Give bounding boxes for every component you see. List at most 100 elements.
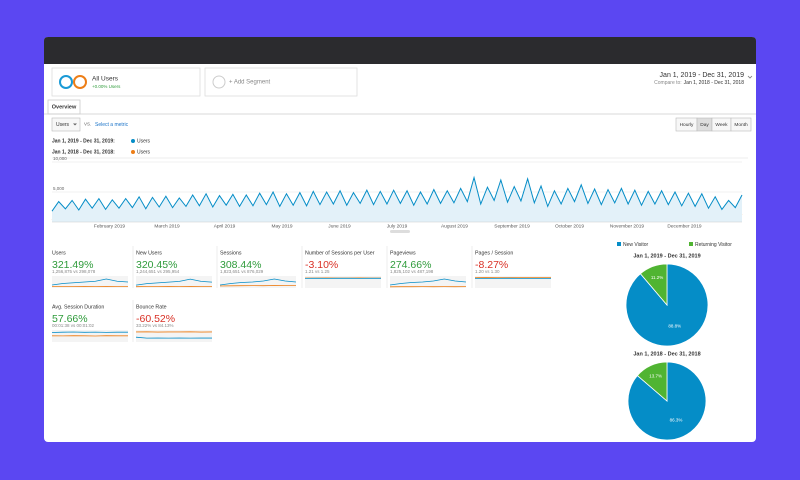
pie-label: 13.7% bbox=[649, 373, 662, 378]
x-tick-label: September 2019 bbox=[494, 223, 530, 229]
x-tick-label: December 2019 bbox=[667, 223, 701, 229]
spark-bg bbox=[305, 276, 381, 288]
granularity-label[interactable]: Hourly bbox=[680, 122, 694, 128]
sparkline bbox=[389, 278, 467, 286]
title-bar bbox=[44, 37, 756, 64]
legend-period: Jan 1, 2019 - Dec 31, 2019: bbox=[52, 138, 115, 144]
spark-bg bbox=[390, 276, 466, 288]
legend-swatch bbox=[617, 242, 621, 246]
legend-period: Jan 1, 2018 - Dec 31, 2018: bbox=[52, 149, 115, 155]
tab-label[interactable]: Overview bbox=[52, 104, 77, 110]
pies: New Visitor Returning Visitor Jan 1, 2019 … bbox=[617, 242, 732, 441]
granularity-label[interactable]: Day bbox=[700, 122, 709, 128]
scroll-handle bbox=[390, 230, 410, 233]
metric-change: -60.52% bbox=[136, 313, 175, 325]
segment-name: All Users bbox=[92, 76, 119, 83]
metric-name: Pages / Session bbox=[475, 250, 513, 256]
sparkline bbox=[51, 331, 128, 333]
add-segment-box[interactable] bbox=[204, 67, 358, 97]
y-tick-label: 5,000 bbox=[53, 186, 65, 191]
metric-change: 321.49% bbox=[52, 259, 93, 271]
window bbox=[44, 37, 756, 442]
metric-compare: 1.20 vs 1.30 bbox=[475, 269, 500, 274]
granularity-button[interactable] bbox=[730, 117, 752, 132]
legend: Jan 1, 2019 - Dec 31, 2019: Users Jan 1, 2… bbox=[52, 138, 151, 155]
metric-compare: 1,256,875 vs 298,078 bbox=[52, 269, 96, 274]
sparkline bbox=[219, 285, 297, 287]
add-icon bbox=[212, 75, 226, 89]
legend-label: Users bbox=[137, 149, 151, 155]
compare-prefix: Compare to: bbox=[654, 80, 682, 86]
metric-change: -8.27% bbox=[475, 259, 508, 271]
x-tick-label: March 2019 bbox=[154, 223, 180, 229]
segment-box[interactable] bbox=[51, 67, 201, 97]
metric-name: Pageviews bbox=[390, 250, 416, 256]
legend-label: New Visitor bbox=[623, 242, 649, 248]
spark-bg bbox=[220, 276, 296, 288]
pie-title: Jan 1, 2019 - Dec 31, 2019 bbox=[633, 253, 700, 259]
x-tick-label: February 2019 bbox=[94, 223, 126, 229]
x-tick-label: July 2019 bbox=[387, 223, 408, 229]
metric-compare: 00:01:38 vs 00:01:02 bbox=[52, 323, 95, 328]
compare-range: Compare to: Jan 1, 2018 - Dec 31, 2018 bbox=[654, 80, 744, 86]
legend-dot bbox=[131, 150, 135, 154]
sparkline bbox=[135, 278, 213, 286]
compare-date: Jan 1, 2018 - Dec 31, 2018 bbox=[684, 80, 745, 86]
metric-name: Bounce Rate bbox=[136, 304, 167, 310]
spark-bg bbox=[136, 330, 212, 342]
metric-change: 274.66% bbox=[390, 259, 431, 271]
x-tick-label: October 2019 bbox=[555, 223, 584, 229]
legend-label: Returning Visitor bbox=[695, 242, 732, 248]
metric-compare: 1,244,651 vs 295,954 bbox=[136, 269, 180, 274]
segment-icon bbox=[59, 75, 73, 89]
area bbox=[52, 177, 742, 222]
metric-name: Number of Sessions per User bbox=[305, 250, 375, 256]
vs: VS. bbox=[84, 122, 91, 127]
pie-label: 88.8% bbox=[668, 323, 681, 328]
legend-swatch bbox=[689, 242, 693, 246]
x-tick-label: June 2019 bbox=[328, 223, 351, 229]
metric-change: 320.45% bbox=[136, 259, 177, 271]
line bbox=[51, 175, 743, 212]
x-tick-label: May 2019 bbox=[271, 223, 292, 229]
sparkline bbox=[135, 336, 212, 339]
granularity-label[interactable]: Week bbox=[715, 122, 728, 128]
metric-change: 57.66% bbox=[52, 313, 88, 325]
granularity: Hourly Day Week Month bbox=[675, 117, 752, 132]
spark-bg bbox=[475, 276, 551, 288]
pie-slice bbox=[639, 263, 668, 307]
sparkline bbox=[219, 278, 297, 286]
metric-change: 308.44% bbox=[220, 259, 261, 271]
metric-name: Sessions bbox=[220, 250, 242, 256]
main-chart: 5,000 10,000 February 2019 March 2019 April … bbox=[51, 156, 743, 229]
pie-slice bbox=[636, 361, 668, 402]
metric-select[interactable] bbox=[51, 117, 81, 132]
pie-label: 11.2% bbox=[651, 275, 663, 280]
date-range[interactable]: Jan 1, 2019 - Dec 31, 2019 bbox=[660, 72, 745, 79]
add-segment[interactable]: + Add Segment bbox=[229, 80, 271, 86]
metric-change: -3.10% bbox=[305, 259, 338, 271]
pie-label: 86.3% bbox=[670, 418, 683, 423]
metric-name: Users bbox=[52, 250, 66, 256]
segment-sub: +0.00% Users bbox=[92, 84, 121, 89]
x-tick-label: April 2019 bbox=[214, 223, 236, 229]
metric-compare: 1,825,102 vs 487,198 bbox=[390, 269, 434, 274]
caret bbox=[747, 75, 753, 79]
metrics: Users 321.49%1,256,875 vs 298,078 New User… bbox=[51, 246, 552, 342]
caret bbox=[73, 123, 77, 126]
select-metric[interactable]: Select a metric bbox=[95, 122, 129, 128]
pie-title: Jan 1, 2018 - Dec 31, 2018 bbox=[633, 351, 700, 357]
x-tick-label: November 2019 bbox=[610, 223, 644, 229]
legend-dot bbox=[131, 139, 135, 143]
sparkline bbox=[51, 278, 129, 286]
metric-select-label[interactable]: Users bbox=[56, 122, 70, 128]
granularity-label[interactable]: Month bbox=[734, 122, 748, 128]
legend-label: Users bbox=[137, 138, 151, 144]
metric-name: Avg. Session Duration bbox=[52, 304, 104, 310]
segment-icon bbox=[73, 75, 87, 89]
metric-compare: 33.22% vs 84.13% bbox=[136, 323, 174, 328]
metric-compare: 1.21 vs 1.25 bbox=[305, 269, 330, 274]
x-tick-label: August 2019 bbox=[441, 223, 468, 229]
